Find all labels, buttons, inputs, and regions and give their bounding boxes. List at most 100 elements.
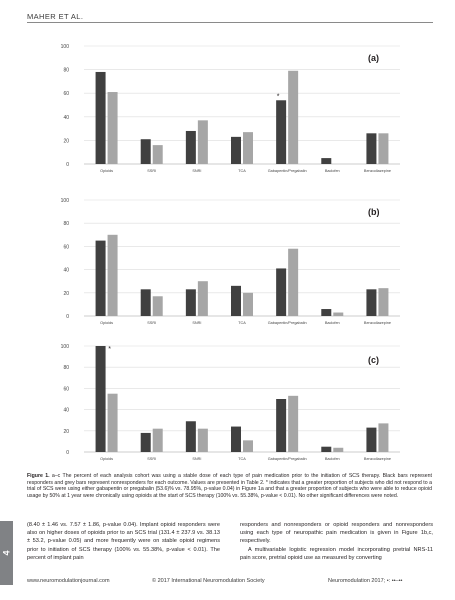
bar — [95, 240, 106, 316]
x-tick-label: Baclofen — [325, 457, 340, 461]
y-tick-label: 20 — [63, 429, 69, 435]
body-column-left: (8.40 ± 1.46 vs. 7.57 ± 1.86, p-value 0.… — [27, 521, 220, 562]
bar — [152, 428, 163, 452]
bar — [276, 100, 287, 164]
bar — [366, 289, 377, 316]
bar — [366, 427, 377, 452]
bar — [231, 136, 241, 164]
x-tick-label: Gabapentin/Pregabalin — [268, 321, 307, 325]
bar-chart-panel-b: 0 20 40 60 80 100 (b) Opioids SSRI SNRI TCA Gabapen… — [61, 198, 400, 325]
panel-label: (c) — [368, 355, 379, 365]
x-tick-label: Baclofen — [325, 169, 340, 173]
x-tick-label: Benzodiazepine — [364, 169, 391, 173]
x-tick-label: Opioids — [100, 169, 113, 173]
caption-text: a–c The percent of each analysis cohort … — [27, 473, 432, 500]
x-tick-label: Baclofen — [325, 321, 340, 325]
bar — [243, 292, 253, 316]
y-tick-label: 40 — [63, 268, 69, 274]
bar — [152, 296, 163, 316]
bar — [276, 399, 287, 452]
panel-label: (a) — [368, 53, 379, 63]
bar — [333, 312, 344, 316]
y-tick-label: 60 — [63, 244, 69, 250]
y-tick-label: 100 — [61, 344, 70, 350]
bar — [140, 289, 151, 316]
footer-copyright: © 2017 International Neuromodulation Soc… — [152, 578, 265, 584]
bar — [197, 281, 208, 316]
bar — [197, 120, 208, 164]
significance-marker: * — [277, 93, 280, 100]
significance-marker: * — [108, 346, 111, 353]
running-header: MAHER ET AL. — [27, 12, 84, 21]
caption-label: Figure 1. — [27, 473, 50, 479]
y-tick-label: 100 — [61, 44, 70, 50]
footer-journal: Neuromodulation 2017; •: ••–•• — [328, 578, 403, 584]
y-tick-label: 20 — [63, 291, 69, 297]
bar — [288, 70, 299, 164]
side-tab-number: 4 — [1, 550, 12, 556]
figure-caption: Figure 1. a–c The percent of each analys… — [27, 473, 432, 500]
y-tick-label: 0 — [66, 162, 69, 168]
x-tick-label: SNRI — [192, 169, 201, 173]
x-tick-label: SNRI — [192, 321, 201, 325]
bar — [288, 395, 299, 452]
bar — [243, 440, 253, 452]
x-tick-label: Benzodiazepine — [364, 321, 391, 325]
x-tick-label: SSRI — [147, 169, 156, 173]
x-tick-label: TCA — [238, 457, 246, 461]
bar — [288, 248, 299, 316]
bar — [185, 421, 196, 452]
y-tick-label: 40 — [63, 408, 69, 414]
body-paragraph: responders and nonresponders or opioid r… — [240, 522, 433, 545]
bar — [107, 92, 118, 164]
x-tick-label: SNRI — [192, 457, 201, 461]
x-tick-label: Gabapentin/Pregabalin — [268, 169, 307, 173]
x-tick-label: SSRI — [147, 457, 156, 461]
x-tick-label: Gabapentin/Pregabalin — [268, 457, 307, 461]
bar — [140, 139, 151, 164]
bar — [243, 132, 253, 164]
body-paragraph: (8.40 ± 1.46 vs. 7.57 ± 1.86, p-value 0.… — [27, 522, 220, 561]
bar — [107, 393, 118, 452]
bar — [378, 423, 389, 452]
y-tick-label: 0 — [66, 314, 69, 320]
bar — [185, 289, 196, 316]
body-column-right: responders and nonresponders or opioid r… — [240, 521, 433, 562]
y-tick-label: 40 — [63, 115, 69, 121]
bar — [333, 447, 344, 452]
y-tick-label: 80 — [63, 221, 69, 227]
footer-website: www.neuromodulationjournal.com — [27, 578, 110, 584]
bar — [378, 133, 389, 164]
bar — [95, 71, 106, 164]
bar — [378, 288, 389, 316]
bar — [276, 268, 287, 316]
x-tick-label: Opioids — [100, 321, 113, 325]
bar-chart-panel-a: 0 20 40 60 80 100 (a) Opioids SSRI SNRI TCA Gabapen… — [61, 44, 400, 173]
bar — [197, 428, 208, 452]
bar — [152, 145, 163, 164]
x-tick-label: TCA — [238, 321, 246, 325]
x-tick-label: SSRI — [147, 321, 156, 325]
bar — [107, 234, 118, 316]
y-tick-label: 80 — [63, 365, 69, 371]
bar — [185, 130, 196, 164]
x-tick-label: Benzodiazepine — [364, 457, 391, 461]
y-tick-label: 80 — [63, 68, 69, 74]
y-tick-label: 20 — [63, 138, 69, 144]
bar — [140, 432, 151, 452]
y-tick-label: 60 — [63, 386, 69, 392]
y-tick-label: 0 — [66, 450, 69, 456]
bar — [366, 133, 377, 164]
bar — [321, 446, 332, 452]
body-paragraph: A multivariable logistic regression mode… — [240, 546, 433, 561]
x-tick-label: TCA — [238, 169, 246, 173]
bar — [231, 285, 241, 316]
bar — [321, 158, 332, 164]
page-side-tab: 4 — [0, 521, 13, 585]
y-tick-label: 100 — [61, 198, 70, 204]
x-tick-label: Opioids — [100, 457, 113, 461]
bar — [231, 426, 241, 452]
bar — [321, 309, 332, 316]
header-rule — [27, 22, 433, 23]
panel-label: (b) — [368, 207, 380, 217]
